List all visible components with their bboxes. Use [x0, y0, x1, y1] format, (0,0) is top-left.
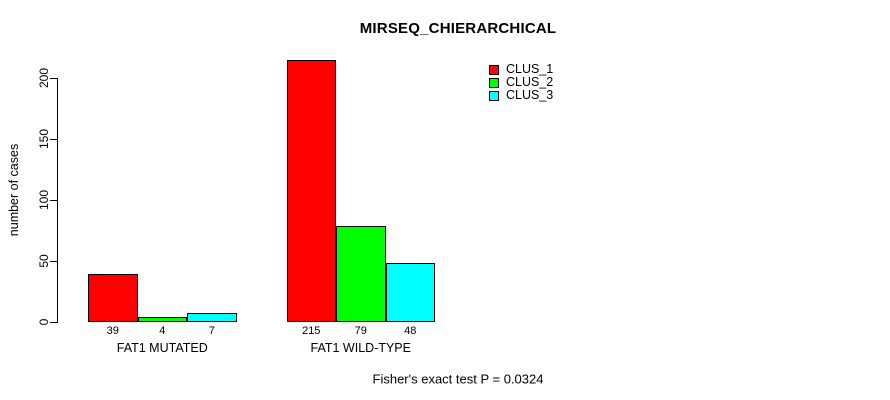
- legend-label: CLUS_2: [506, 75, 554, 89]
- legend-item: CLUS_3: [489, 89, 553, 102]
- bar-value-label: 79: [354, 325, 367, 337]
- annotation-text: Fisher's exact test P = 0.0324: [372, 371, 544, 387]
- y-tick-mark: [50, 78, 57, 79]
- bar: [385, 263, 435, 322]
- bar: [286, 60, 336, 322]
- legend-swatch: [489, 90, 499, 101]
- y-axis-title: number of cases: [7, 143, 21, 237]
- bar-value-label: 39: [106, 325, 119, 337]
- bar-value-label: 4: [159, 325, 166, 337]
- y-tick-mark: [50, 139, 57, 140]
- legend-swatch: [489, 64, 499, 75]
- y-tick-label: 150: [37, 128, 51, 150]
- y-tick-label: 200: [37, 67, 51, 89]
- legend-item: CLUS_2: [489, 76, 553, 89]
- y-tick-mark: [50, 200, 57, 201]
- y-tick-label: 0: [37, 318, 51, 326]
- y-axis-line: [57, 78, 58, 323]
- legend-label: CLUS_1: [506, 62, 554, 76]
- bar: [336, 226, 386, 322]
- y-tick-mark: [50, 322, 57, 323]
- y-tick-mark: [50, 261, 57, 262]
- bar-value-label: 48: [404, 325, 417, 337]
- bar-value-label: 215: [302, 325, 321, 337]
- bar-value-label: 7: [208, 325, 215, 337]
- bar: [137, 317, 187, 322]
- bar: [88, 274, 138, 322]
- category-label: FAT1 MUTATED: [116, 341, 208, 355]
- y-tick-label: 100: [37, 189, 51, 211]
- legend: CLUS_1 CLUS_2 CLUS_3: [489, 63, 553, 102]
- category-label: FAT1 WILD-TYPE: [310, 341, 411, 355]
- bar: [187, 313, 237, 322]
- legend-item: CLUS_1: [489, 63, 553, 76]
- legend-swatch: [489, 77, 499, 88]
- chart-title: MIRSEQ_CHIERARCHICAL: [359, 20, 557, 37]
- legend-label: CLUS_3: [506, 88, 554, 102]
- y-tick-label: 50: [37, 254, 51, 268]
